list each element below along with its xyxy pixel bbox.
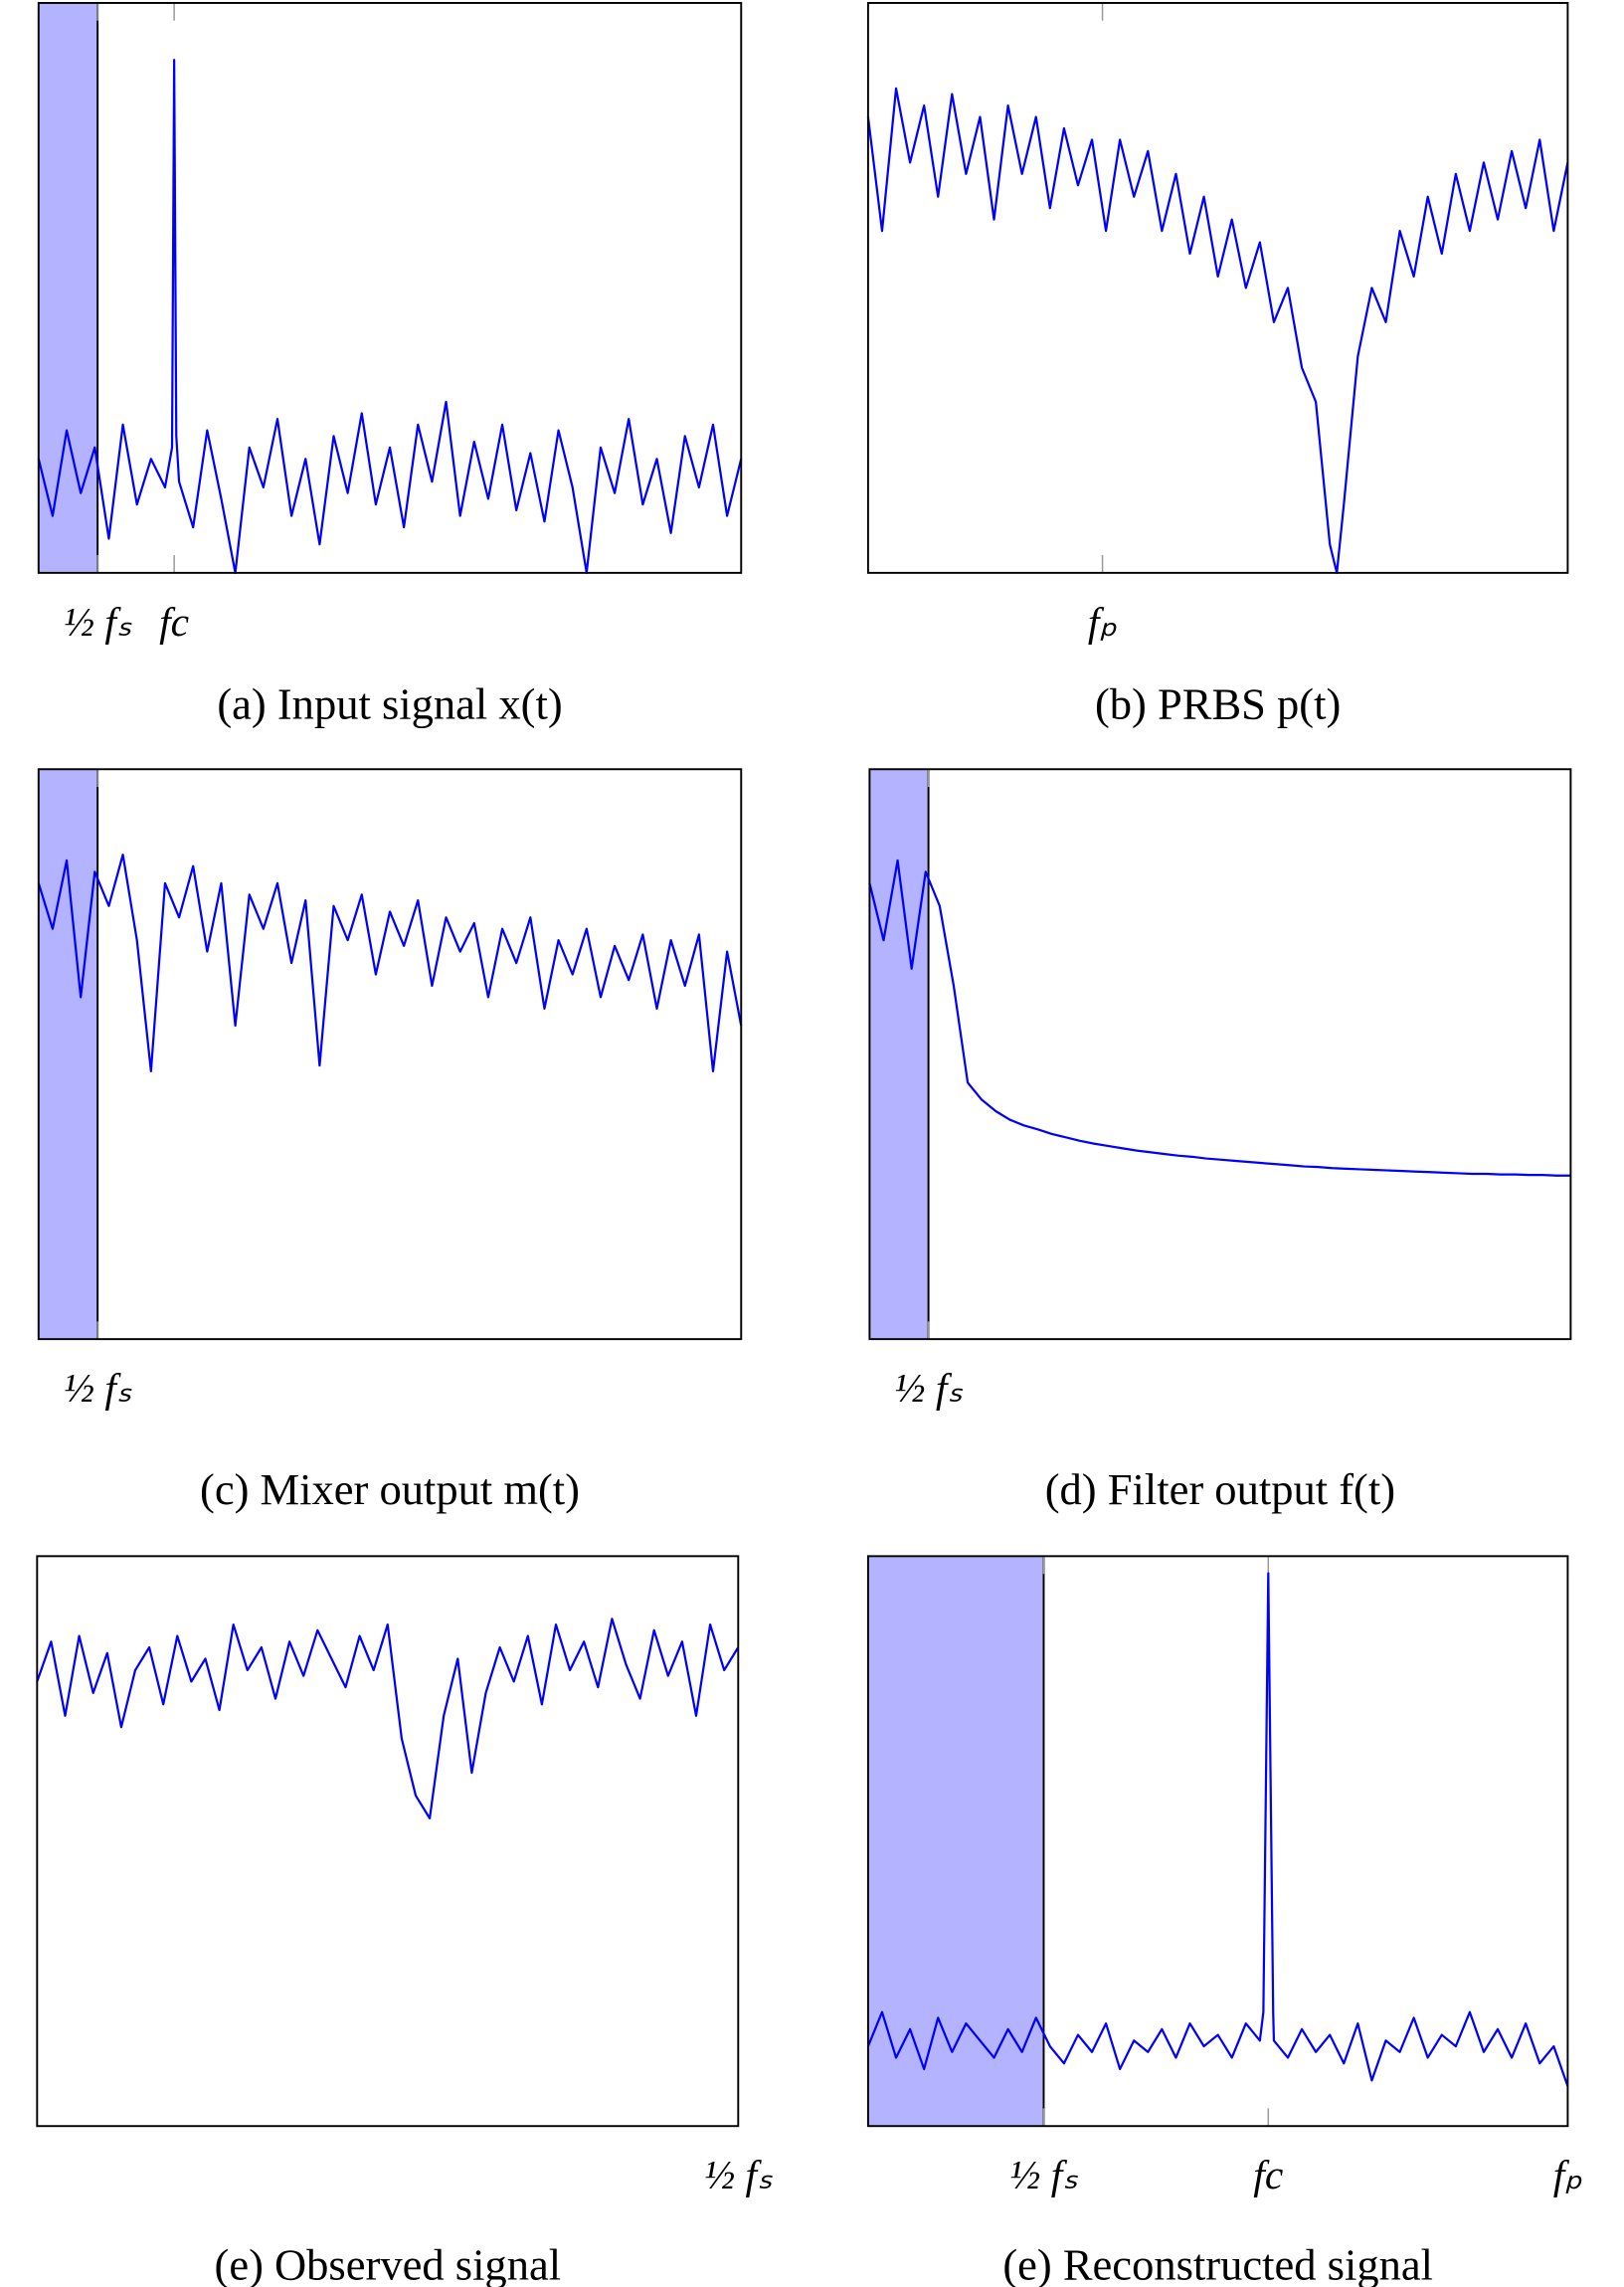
plot-frame: [868, 768, 1572, 1341]
plot-frame: [866, 1555, 1569, 2128]
x-tick-label: fₚ: [1088, 599, 1118, 645]
shaded-band: [869, 769, 929, 1340]
x-tick-label: ½ fₛ: [64, 599, 132, 645]
signal-line: [866, 87, 1569, 574]
shaded-band: [867, 1556, 1044, 2127]
caption: (a) Input signal x(t): [217, 679, 562, 729]
signal-line: [37, 59, 743, 574]
plot-frame: [36, 1555, 740, 2128]
x-tick-label: ½ fₛ: [64, 1365, 132, 1411]
shaded-band: [38, 2, 98, 573]
plot-frame: [37, 2, 743, 574]
caption: (d) Filter output f(t): [1045, 1464, 1395, 1514]
x-tick-label: fc: [1253, 2152, 1283, 2197]
caption: (c) Mixer output m(t): [200, 1464, 580, 1514]
shaded-band: [38, 769, 98, 1340]
x-tick-label: fₚ: [1553, 2152, 1583, 2197]
caption: (e) Observed signal: [215, 2239, 562, 2287]
caption: (e) Reconstructed signal: [1002, 2239, 1433, 2287]
x-tick-label: ½ fₛ: [894, 1365, 963, 1411]
plot-frame: [37, 768, 743, 1341]
signal-line: [37, 854, 743, 1073]
plot-frame: [866, 2, 1569, 574]
caption: (b) PRBS p(t): [1095, 679, 1341, 729]
x-tick-label: ½ fₛ: [1009, 2152, 1078, 2197]
signal-line: [866, 1572, 1569, 2087]
x-tick-label: ½ fₛ: [704, 2152, 773, 2197]
signal-line: [868, 858, 1571, 1177]
signal-line: [36, 1618, 740, 1819]
x-tick-label: fc: [159, 599, 189, 645]
